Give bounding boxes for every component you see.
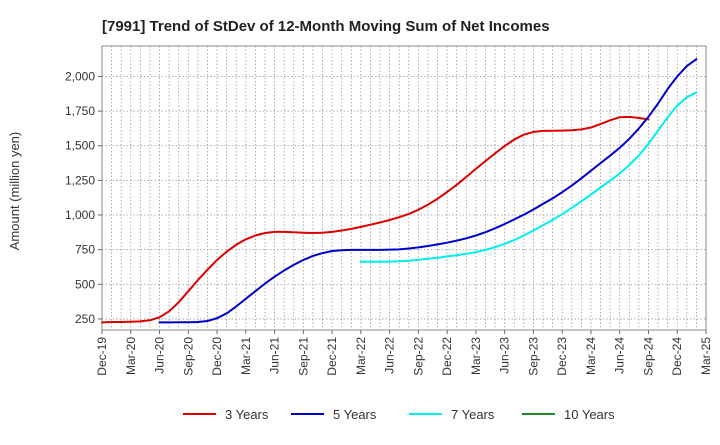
y-tick-label: 750 (75, 243, 95, 257)
y-axis-label: Amount (million yen) (7, 132, 22, 251)
y-tick-label: 1,500 (65, 139, 95, 153)
x-axis-ticks: Dec-19 Mar-20 Jun-20 Sep-20 Dec-20 Mar-21 Jun-… (95, 330, 713, 376)
x-tick-label: Jun-20 (153, 337, 167, 374)
x-tick-label: Sep-22 (411, 337, 425, 376)
y-tick-label: 2,000 (65, 69, 95, 83)
x-tick-label: Mar-24 (584, 337, 598, 375)
x-tick-label: Dec-22 (440, 337, 454, 376)
x-tick-label: Jun-24 (613, 337, 627, 374)
x-tick-label: Sep-20 (181, 337, 195, 376)
y-tick-label: 250 (75, 312, 95, 326)
legend-label: 5 Years (333, 407, 377, 422)
x-tick-label: Mar-21 (239, 337, 253, 375)
x-tick-label: Dec-19 (95, 337, 109, 376)
x-tick-label: Sep-24 (641, 337, 655, 376)
legend: 3 Years 5 Years 7 Years 10 Years (183, 407, 615, 422)
y-tick-label: 1,000 (65, 208, 95, 222)
series-line-1 (158, 58, 698, 324)
series-line-2 (359, 91, 698, 263)
x-tick-label: Mar-23 (469, 337, 483, 375)
series-line-0 (101, 115, 650, 324)
x-tick-label: Sep-21 (296, 337, 310, 376)
x-tick-label: Dec-23 (555, 337, 569, 376)
x-tick-label: Sep-23 (526, 337, 540, 376)
chart-title: [7991] Trend of StDev of 12-Month Moving… (102, 18, 550, 35)
x-tick-label: Dec-21 (325, 337, 339, 376)
plot-area (101, 45, 707, 331)
x-tick-label: Dec-24 (670, 337, 684, 376)
y-tick-label: 1,250 (65, 173, 95, 187)
x-tick-label: Dec-20 (210, 337, 224, 376)
y-axis-ticks: 250 500 750 1,000 1,250 1,500 1,750 2,000 (65, 69, 102, 326)
x-tick-label: Jun-21 (268, 337, 282, 374)
x-tick-label: Jun-23 (498, 337, 512, 374)
legend-label: 7 Years (451, 407, 495, 422)
legend-label: 3 Years (225, 407, 269, 422)
x-tick-label: Mar-22 (354, 337, 368, 375)
y-tick-label: 1,750 (65, 104, 95, 118)
x-tick-label: Jun-22 (383, 337, 397, 374)
y-tick-label: 500 (75, 277, 95, 291)
legend-label: 10 Years (564, 407, 615, 422)
x-tick-label: Mar-25 (699, 337, 713, 375)
x-tick-label: Mar-20 (124, 337, 138, 375)
series-layer (101, 58, 698, 324)
